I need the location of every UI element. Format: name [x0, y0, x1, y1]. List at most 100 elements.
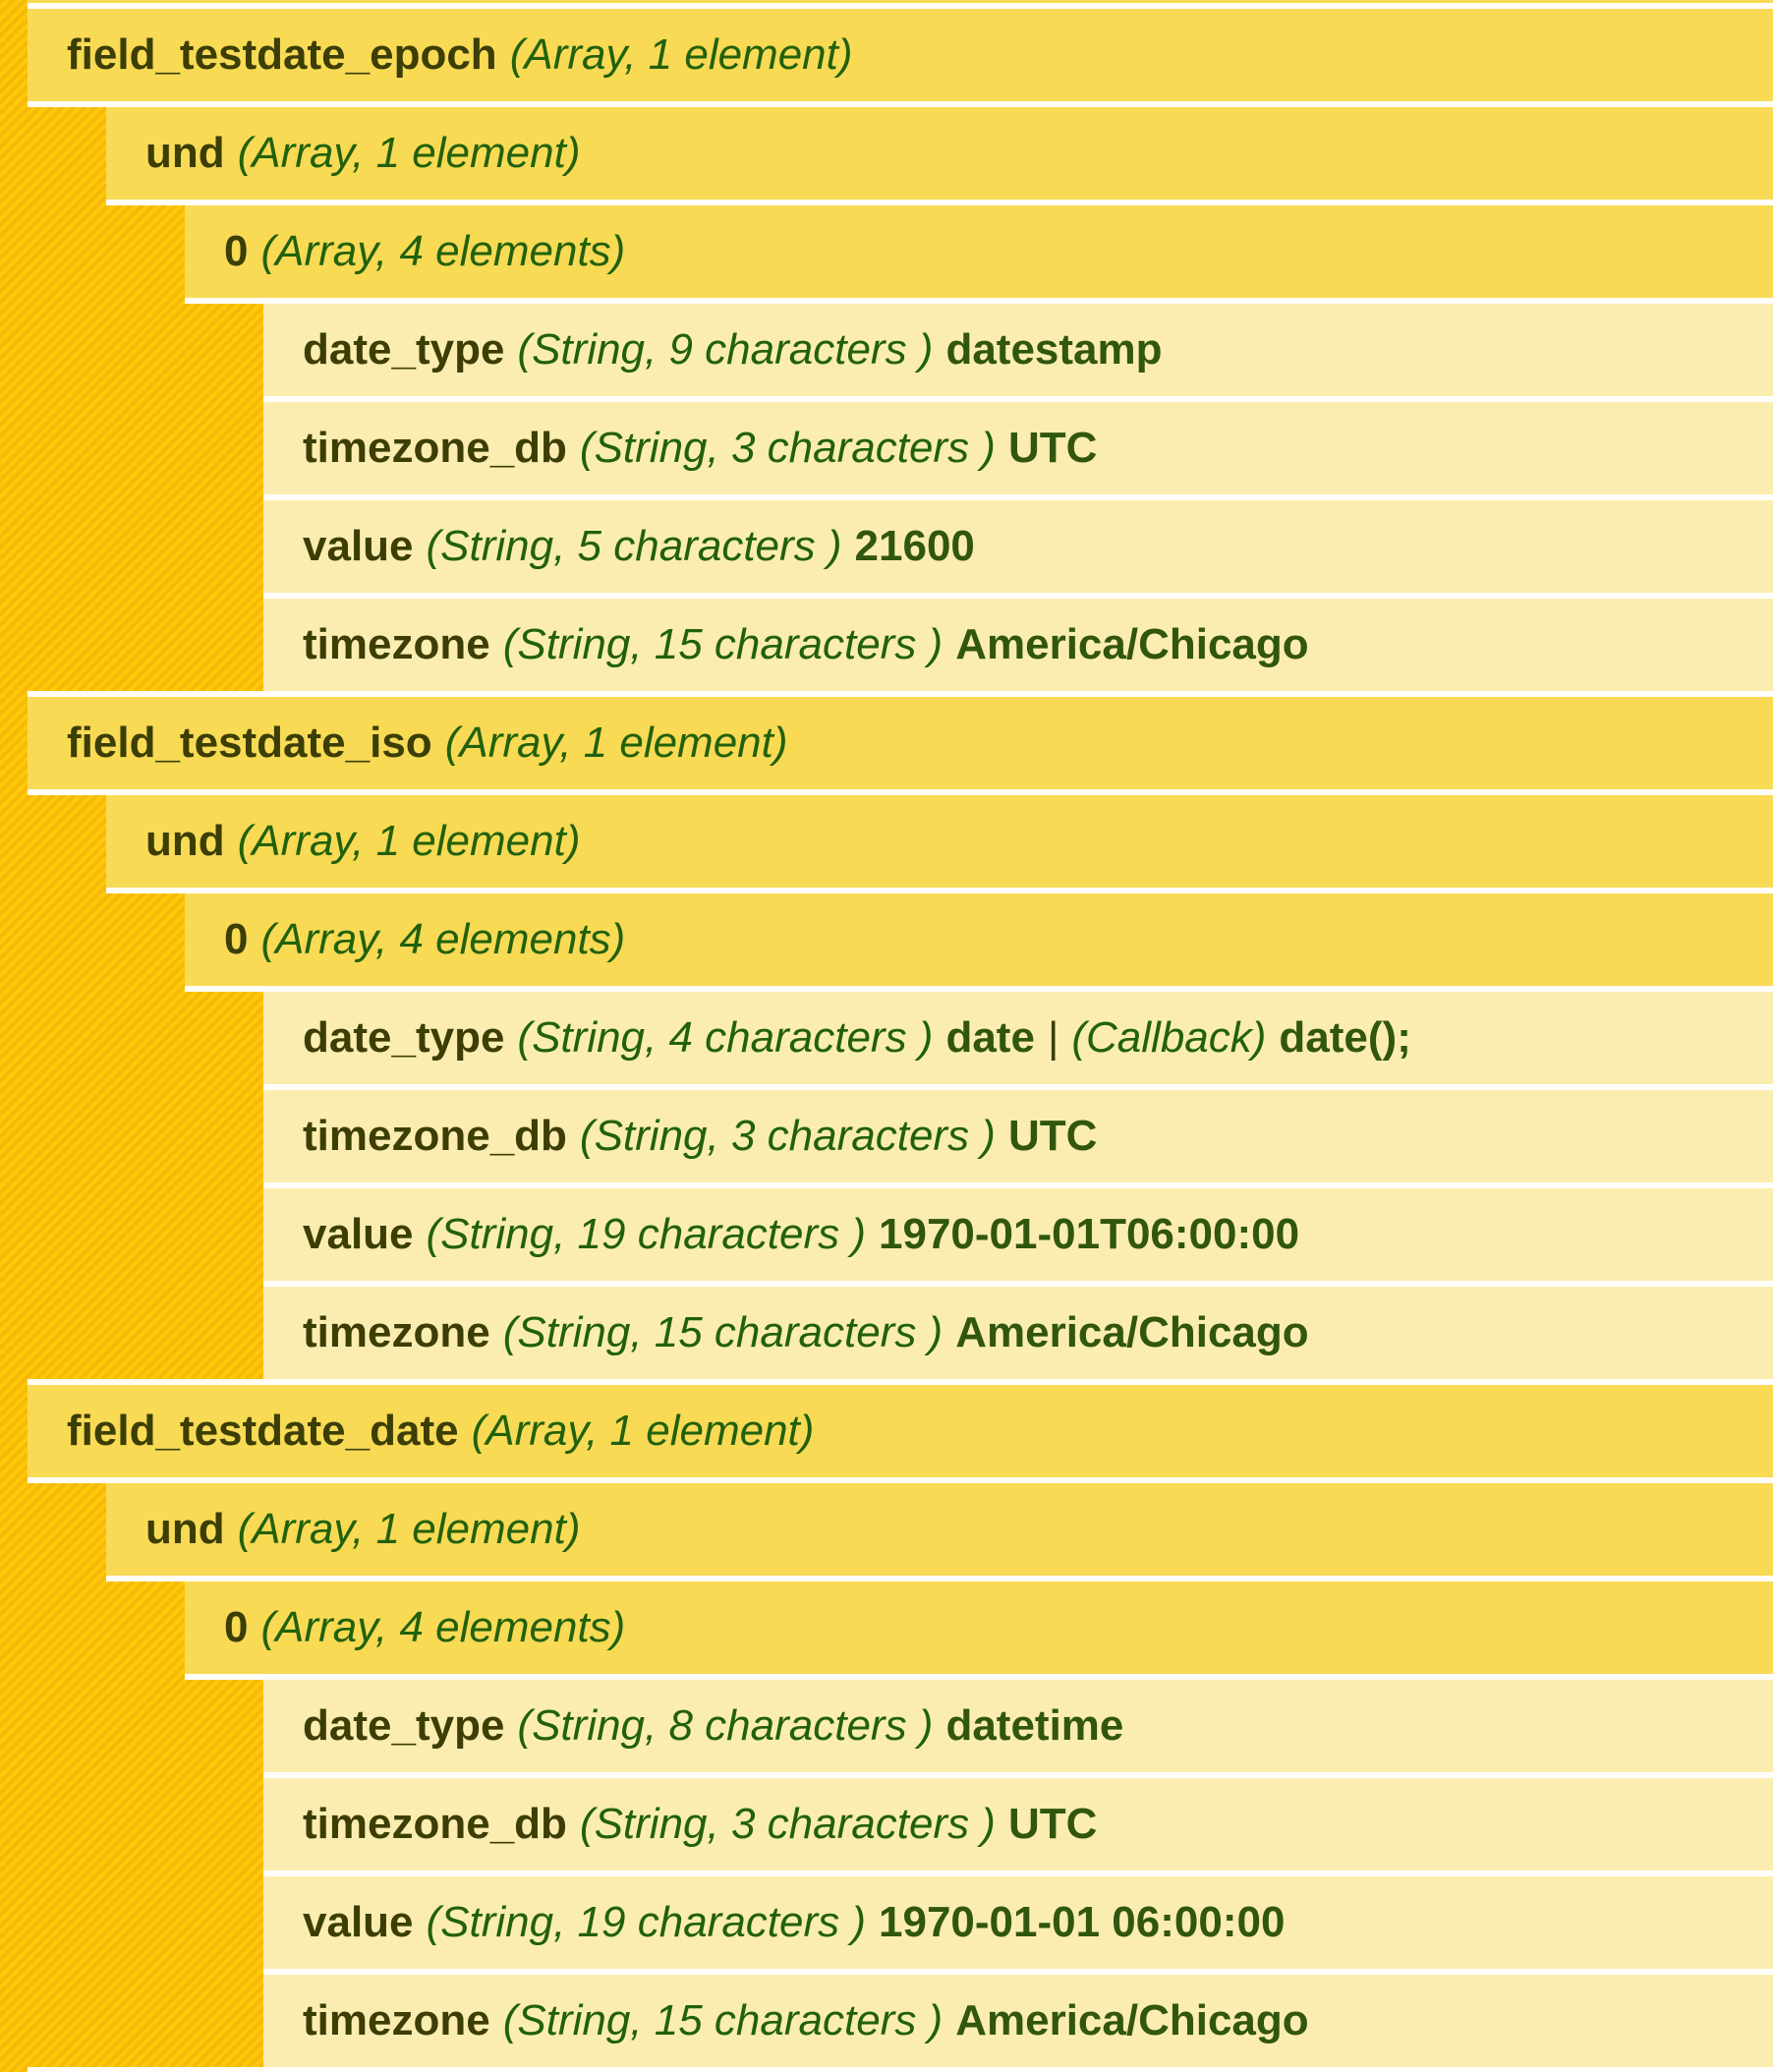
- row-divider: [263, 593, 1773, 599]
- row-timezone: timezone (String, 15 characters ) Americ…: [263, 599, 1773, 691]
- key-label: 0: [224, 1603, 249, 1651]
- type-label: (String, 4 characters ): [517, 1013, 934, 1062]
- row-divider: [263, 494, 1773, 500]
- row-divider: [263, 1772, 1773, 1778]
- type-label: (String, 5 characters ): [426, 522, 842, 570]
- key-label: und: [145, 817, 225, 865]
- key-label: date_type: [303, 1013, 505, 1062]
- type-label: (String, 15 characters ): [502, 1996, 944, 2044]
- row-value: value (String, 19 characters ) 1970-01-0…: [263, 1876, 1773, 1969]
- key-label: date_type: [303, 325, 505, 374]
- key-label: date_type: [303, 1701, 505, 1750]
- type-label: (Array, 4 elements): [260, 1603, 626, 1651]
- value-label: date: [945, 1013, 1035, 1062]
- value-label: America/Chicago: [955, 1996, 1309, 2044]
- type-label: (String, 3 characters ): [579, 1800, 996, 1848]
- row-delta-0[interactable]: 0 (Array, 4 elements): [185, 205, 1773, 298]
- type-label: (String, 15 characters ): [502, 1308, 944, 1356]
- type-label: (Array, 1 element): [237, 1505, 581, 1553]
- type-label: (Array, 4 elements): [260, 227, 626, 275]
- row-divider: [185, 986, 1773, 992]
- key-label: field_testdate_epoch: [67, 30, 497, 79]
- value-label: datestamp: [945, 325, 1163, 374]
- row-divider: [263, 1969, 1773, 1975]
- key-label: value: [303, 1898, 414, 1946]
- value-label: 1970-01-01 06:00:00: [879, 1898, 1286, 1946]
- group-divider: [28, 1379, 1773, 1385]
- type-label: (Array, 1 element): [509, 30, 853, 79]
- row-date-type: date_type (String, 4 characters ) date |…: [263, 992, 1773, 1084]
- key-label: 0: [224, 227, 249, 275]
- previous-row-edge[interactable]: [28, 0, 1773, 3]
- row-divider: [263, 1084, 1773, 1090]
- row-divider: [28, 3, 1773, 9]
- value-label: datetime: [945, 1701, 1124, 1750]
- row-delta-0[interactable]: 0 (Array, 4 elements): [185, 893, 1773, 986]
- row-field-testdate-date[interactable]: field_testdate_date (Array, 1 element): [28, 1385, 1773, 1477]
- row-timezone: timezone (String, 15 characters ) Americ…: [263, 1287, 1773, 1379]
- type-label: (Array, 1 element): [237, 817, 581, 865]
- row-value: value (String, 5 characters ) 21600: [263, 500, 1773, 593]
- type-label: (String, 8 characters ): [517, 1701, 934, 1750]
- row-delta-0[interactable]: 0 (Array, 4 elements): [185, 1582, 1773, 1674]
- value-label: 1970-01-01T06:00:00: [879, 1210, 1300, 1258]
- key-label: timezone: [303, 1308, 490, 1356]
- value-label: UTC: [1007, 424, 1098, 472]
- row-timezone: timezone (String, 15 characters ) Americ…: [263, 1975, 1773, 2067]
- type-label: (String, 3 characters ): [579, 424, 996, 472]
- key-label: timezone_db: [303, 1112, 567, 1160]
- type-label: (Array, 4 elements): [260, 915, 626, 963]
- type-label: (Array, 1 element): [444, 719, 788, 767]
- value-label: 21600: [854, 522, 975, 570]
- row-und[interactable]: und (Array, 1 element): [106, 795, 1773, 888]
- type-label: (Array, 1 element): [237, 129, 581, 177]
- type-label: (String, 15 characters ): [502, 620, 944, 668]
- callback-separator: |: [1047, 1013, 1059, 1062]
- row-field-testdate-iso[interactable]: field_testdate_iso (Array, 1 element): [28, 697, 1773, 789]
- key-label: value: [303, 1210, 414, 1258]
- key-label: timezone: [303, 620, 490, 668]
- group-divider: [28, 691, 1773, 697]
- key-label: field_testdate_date: [67, 1407, 459, 1455]
- type-label: (String, 19 characters ): [426, 1898, 867, 1946]
- row-divider: [106, 1576, 1773, 1582]
- type-label: (String, 3 characters ): [579, 1112, 996, 1160]
- row-divider: [106, 200, 1773, 205]
- value-label: America/Chicago: [955, 620, 1309, 668]
- row-divider: [263, 396, 1773, 402]
- type-label: (String, 19 characters ): [426, 1210, 867, 1258]
- row-divider: [28, 101, 1773, 107]
- type-label: (String, 9 characters ): [517, 325, 934, 374]
- key-label: und: [145, 1505, 225, 1553]
- row-divider: [106, 888, 1773, 893]
- row-divider: [263, 1182, 1773, 1188]
- row-divider: [28, 789, 1773, 795]
- row-timezone-db: timezone_db (String, 3 characters ) UTC: [263, 402, 1773, 494]
- bottom-divider: [28, 2067, 1773, 2072]
- row-divider: [28, 1477, 1773, 1483]
- row-field-testdate-epoch[interactable]: field_testdate_epoch (Array, 1 element): [28, 9, 1773, 101]
- key-label: timezone_db: [303, 1800, 567, 1848]
- key-label: value: [303, 522, 414, 570]
- key-label: 0: [224, 915, 249, 963]
- row-timezone-db: timezone_db (String, 3 characters ) UTC: [263, 1090, 1773, 1182]
- row-divider: [263, 1281, 1773, 1287]
- key-label: und: [145, 129, 225, 177]
- row-timezone-db: timezone_db (String, 3 characters ) UTC: [263, 1778, 1773, 1871]
- row-divider: [185, 1674, 1773, 1680]
- row-divider: [263, 1871, 1773, 1876]
- callback-value-label: date();: [1279, 1013, 1411, 1062]
- row-und[interactable]: und (Array, 1 element): [106, 107, 1773, 200]
- value-label: UTC: [1007, 1800, 1098, 1848]
- row-date-type: date_type (String, 8 characters ) dateti…: [263, 1680, 1773, 1772]
- value-label: America/Chicago: [955, 1308, 1309, 1356]
- key-label: field_testdate_iso: [67, 719, 432, 767]
- row-value: value (String, 19 characters ) 1970-01-0…: [263, 1188, 1773, 1281]
- key-label: timezone_db: [303, 424, 567, 472]
- key-label: timezone: [303, 1996, 490, 2044]
- type-label: (Array, 1 element): [471, 1407, 815, 1455]
- value-label: UTC: [1007, 1112, 1098, 1160]
- row-und[interactable]: und (Array, 1 element): [106, 1483, 1773, 1576]
- callback-type-label: (Callback): [1071, 1013, 1267, 1062]
- row-divider: [185, 298, 1773, 304]
